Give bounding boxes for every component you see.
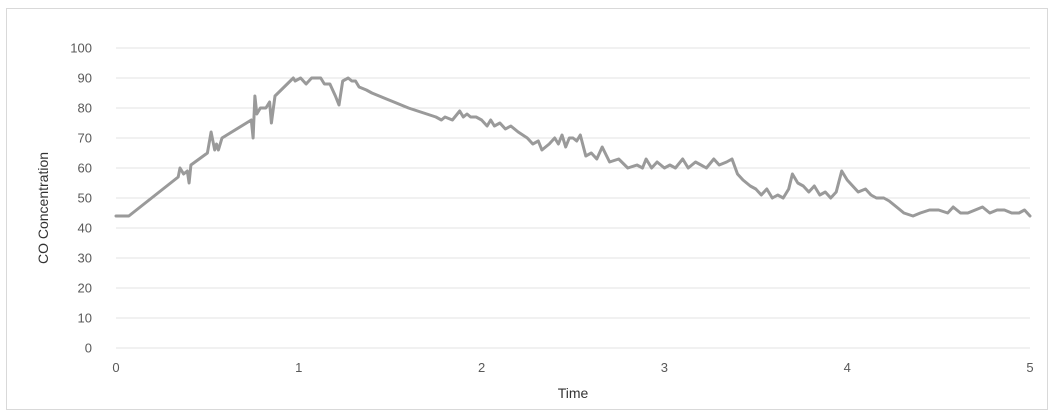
y-tick-label: 30 (78, 251, 92, 266)
x-tick-label: 2 (478, 360, 485, 375)
x-axis-label: Time (558, 385, 589, 401)
x-tick-label: 5 (1026, 360, 1033, 375)
y-tick-label: 20 (78, 281, 92, 296)
gridlines (116, 47, 1030, 349)
y-axis-label: CO Concentration (35, 152, 51, 264)
series-group (114, 76, 1032, 218)
x-tick-label: 4 (844, 360, 851, 375)
y-tick-label: 40 (78, 221, 92, 236)
x-axis-ticks: 0 1 2 3 4 5 (112, 360, 1033, 375)
x-tick-label: 1 (295, 360, 302, 375)
y-tick-label: 100 (70, 41, 92, 56)
chart-frame (6, 8, 1048, 410)
x-tick-label: 0 (112, 360, 119, 375)
y-axis-ticks: 0 10 20 30 40 50 60 70 80 90 100 (70, 41, 92, 356)
series-line-0 (114, 76, 1032, 218)
y-tick-label: 70 (78, 131, 92, 146)
y-tick-label: 10 (78, 311, 92, 326)
y-tick-label: 80 (78, 101, 92, 116)
y-tick-label: 0 (85, 341, 92, 356)
y-tick-label: 90 (78, 71, 92, 86)
x-tick-label: 3 (661, 360, 668, 375)
y-tick-label: 60 (78, 161, 92, 176)
y-tick-label: 50 (78, 191, 92, 206)
